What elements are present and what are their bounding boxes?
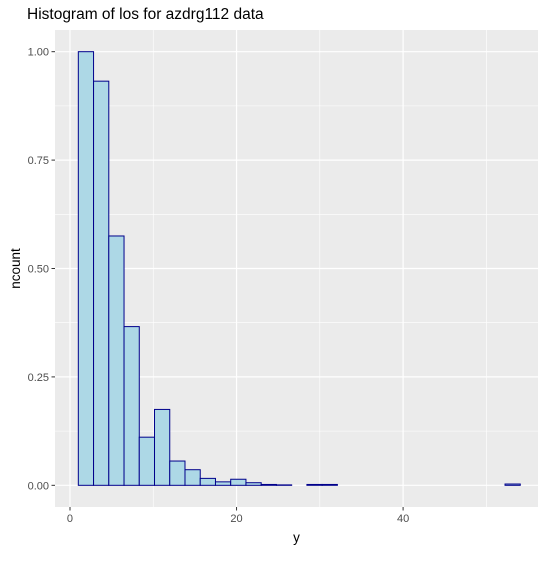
y-axis: 0.00 0.25 0.50 0.75 1.00 <box>28 47 55 492</box>
y-tick-label: 0.25 <box>28 372 49 384</box>
histogram-bar <box>138 436 156 486</box>
chart-title: Histogram of los for azdrg112 data <box>27 6 264 23</box>
x-axis-title: y <box>293 530 300 545</box>
y-tick-label: 1.00 <box>28 47 49 59</box>
histogram-bar <box>321 483 338 486</box>
histogram-bar <box>260 483 277 486</box>
histogram-bar <box>230 478 247 486</box>
histogram-bar <box>184 469 201 486</box>
histogram-bar <box>123 326 140 486</box>
y-axis-title: ncount <box>8 248 23 289</box>
x-tick-label: 0 <box>67 513 73 525</box>
x-tick-label: 20 <box>230 513 242 525</box>
histogram-bar <box>306 483 323 486</box>
histogram-bar <box>77 51 95 486</box>
y-tick-label: 0.75 <box>28 155 49 167</box>
x-axis: 0 20 40 <box>67 507 409 525</box>
histogram-bars <box>77 51 521 486</box>
x-tick-label: 40 <box>397 513 409 525</box>
histogram-bar <box>108 235 125 486</box>
y-tick-label: 0.00 <box>28 480 49 492</box>
histogram-bar <box>93 80 110 486</box>
histogram-bar <box>169 460 186 486</box>
histogram-bar <box>154 408 171 486</box>
histogram-bar <box>245 482 262 486</box>
histogram-bar <box>504 483 521 486</box>
histogram-bar <box>199 477 216 486</box>
y-tick-label: 0.50 <box>28 264 49 276</box>
histogram-bar <box>214 481 232 486</box>
